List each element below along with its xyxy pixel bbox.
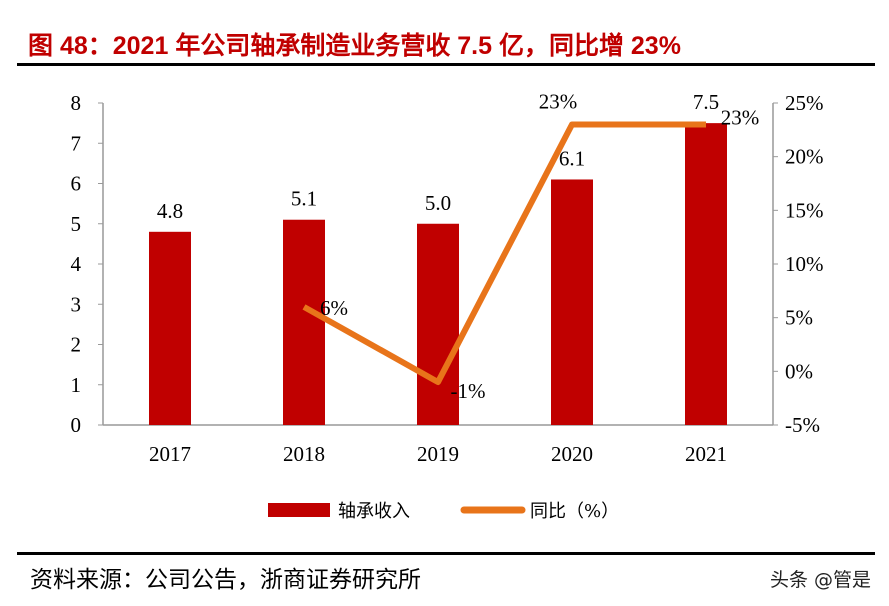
- right-tick-label: 0%: [785, 359, 813, 383]
- left-tick-label: 4: [71, 252, 82, 276]
- legend-label-line: 同比（%）: [530, 501, 619, 522]
- bar: [149, 231, 191, 425]
- line-label: 6%: [320, 296, 348, 320]
- watermark: 头条 @管是: [769, 569, 871, 591]
- right-tick-label: 25%: [785, 91, 824, 115]
- legend-label-bar: 轴承收入: [338, 501, 410, 522]
- left-tick-label: 5: [71, 212, 82, 236]
- bar-label: 4.8: [157, 199, 183, 223]
- source-note: 资料来源：公司公告，浙商证券研究所: [30, 567, 421, 593]
- legend-swatch-bar: [268, 503, 330, 517]
- x-tick-label: 2017: [149, 442, 191, 466]
- left-tick-label: 3: [71, 292, 82, 316]
- bar: [685, 123, 727, 425]
- x-tick-label: 2021: [685, 442, 727, 466]
- line-label: -1%: [451, 379, 486, 403]
- x-tick-label: 2018: [283, 442, 325, 466]
- bar: [283, 219, 325, 425]
- left-tick-label: 1: [71, 373, 82, 397]
- chart-title: 图 48：2021 年公司轴承制造业务营收 7.5 亿，同比增 23%: [28, 32, 681, 60]
- line-label: 23%: [539, 89, 578, 113]
- left-tick-label: 2: [71, 333, 82, 357]
- left-tick-label: 6: [71, 172, 82, 196]
- left-tick-label: 7: [71, 131, 82, 155]
- right-tick-label: 5%: [785, 306, 813, 330]
- right-tick-label: 10%: [785, 252, 824, 276]
- left-tick-label: 0: [71, 413, 82, 437]
- right-tick-label: 20%: [785, 145, 824, 169]
- x-tick-label: 2020: [551, 442, 593, 466]
- bar: [551, 179, 593, 425]
- x-tick-label: 2019: [417, 442, 459, 466]
- line-label: 23%: [721, 105, 760, 129]
- right-tick-label: -5%: [785, 413, 820, 437]
- right-tick-label: 15%: [785, 198, 824, 222]
- bar-label: 5.1: [291, 187, 317, 211]
- title-rule: [17, 63, 875, 66]
- bar-label: 6.1: [559, 146, 585, 170]
- bar-label: 5.0: [425, 191, 451, 215]
- left-tick-label: 8: [71, 91, 82, 115]
- bar-label: 7.5: [693, 90, 719, 114]
- bar: [417, 223, 459, 425]
- source-rule: [17, 552, 875, 555]
- yoy-line: [302, 121, 706, 386]
